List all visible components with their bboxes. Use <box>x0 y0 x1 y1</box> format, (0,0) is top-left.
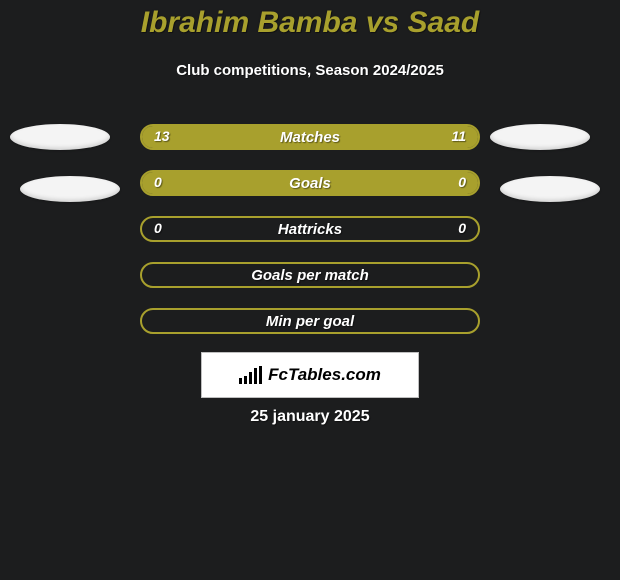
stat-bar-min-per-goal: Min per goal <box>140 308 480 334</box>
stat-label: Min per goal <box>266 313 354 330</box>
stat-left-value: 13 <box>154 128 170 144</box>
logo-text: FcTables.com <box>268 365 381 385</box>
player-right-ellipse-1 <box>490 124 590 150</box>
stat-left-value: 0 <box>154 220 162 236</box>
stat-bar-goals-per-match: Goals per match <box>140 262 480 288</box>
stat-bar-goals: 0 0 Goals <box>140 170 480 196</box>
bar-fill-left <box>142 172 310 194</box>
logo-box: FcTables.com <box>201 352 419 398</box>
stat-bar-matches: 13 11 Matches <box>140 124 480 150</box>
stat-left-value: 0 <box>154 174 162 190</box>
stat-right-value: 0 <box>458 220 466 236</box>
player-left-ellipse-1 <box>10 124 110 150</box>
stat-right-value: 11 <box>451 128 466 144</box>
stat-right-value: 0 <box>458 174 466 190</box>
bar-fill-right <box>310 172 478 194</box>
page-title: Ibrahim Bamba vs Saad <box>0 6 620 40</box>
stat-bar-hattricks: 0 0 Hattricks <box>140 216 480 242</box>
stat-label: Matches <box>280 129 340 146</box>
stats-bars-container: 13 11 Matches 0 0 Goals 0 0 Hattricks Goals per m… <box>140 124 480 354</box>
stat-label: Hattricks <box>278 221 342 238</box>
stat-label: Goals per match <box>251 267 369 284</box>
stat-label: Goals <box>289 175 331 192</box>
fctables-bars-icon <box>239 366 262 384</box>
page-subtitle: Club competitions, Season 2024/2025 <box>0 62 620 79</box>
player-left-ellipse-2 <box>20 176 120 202</box>
player-right-ellipse-2 <box>500 176 600 202</box>
date-line: 25 january 2025 <box>0 408 620 426</box>
